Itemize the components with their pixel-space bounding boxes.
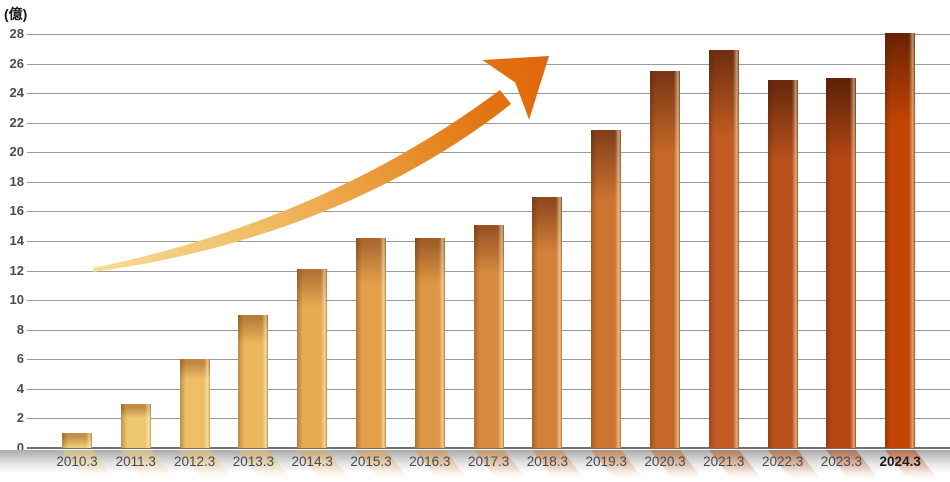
y-tick-label-8: 8 — [16, 321, 24, 337]
bar-2017.3 — [473, 225, 504, 448]
y-tick-label-26: 26 — [9, 55, 24, 71]
gridline-y28 — [27, 34, 950, 35]
bar-2014.3 — [297, 269, 328, 448]
x-tick-label-2014.3: 2014.3 — [291, 454, 333, 469]
x-tick-label-2015.3: 2015.3 — [350, 454, 392, 469]
bar-2011.3 — [120, 404, 151, 448]
bar-2012.3 — [179, 359, 210, 448]
x-tick-label-2010.3: 2010.3 — [56, 454, 98, 469]
y-tick-label-24: 24 — [9, 85, 24, 101]
y-tick-label-10: 10 — [9, 292, 24, 308]
x-tick-label-2020.3: 2020.3 — [644, 454, 686, 469]
gridline-y18 — [27, 181, 950, 183]
gridline-y0 — [27, 447, 950, 449]
x-tick-label-2021.3: 2021.3 — [703, 454, 745, 469]
arrow-head — [482, 56, 549, 120]
y-tick-label-28: 28 — [9, 26, 24, 41]
x-tick-label-2018.3: 2018.3 — [526, 454, 569, 469]
bar-2010.3 — [62, 433, 92, 448]
gridline-y20 — [27, 152, 950, 154]
y-tick-label-16: 16 — [9, 203, 24, 219]
x-tick-label-2023.3: 2023.3 — [820, 454, 863, 469]
x-tick-label-2022.3: 2022.3 — [761, 454, 804, 469]
x-tick-label-2011.3: 2011.3 — [115, 454, 156, 469]
x-tick-label-2012.3: 2012.3 — [173, 454, 216, 469]
bar-2021.3 — [708, 50, 739, 448]
bar-2020.3 — [650, 71, 680, 448]
y-tick-label-4: 4 — [16, 380, 24, 396]
bar-2013.3 — [238, 315, 269, 448]
y-tick-label-2: 2 — [16, 410, 24, 426]
y-tick-label-22: 22 — [9, 114, 24, 130]
gridline-y22 — [27, 122, 950, 124]
bar-2019.3 — [591, 130, 622, 448]
bar-2015.3 — [356, 238, 386, 448]
x-tick-label-2013.3: 2013.3 — [232, 454, 275, 469]
y-tick-label-12: 12 — [9, 262, 24, 278]
gridline-y16 — [27, 211, 950, 213]
y-tick-label-20: 20 — [9, 144, 24, 160]
x-tick-label-2024.3: 2024.3 — [879, 454, 921, 469]
x-tick-label-2016.3: 2016.3 — [409, 454, 451, 469]
gridline-y26 — [27, 63, 950, 65]
y-tick-label-18: 18 — [9, 173, 24, 189]
gridline-y24 — [27, 93, 950, 95]
x-tick-label-2017.3: 2017.3 — [467, 454, 510, 469]
y-tick-label-6: 6 — [16, 351, 24, 367]
bar-2016.3 — [414, 238, 445, 448]
bar-2022.3 — [767, 80, 798, 448]
x-tick-label-2019.3: 2019.3 — [585, 454, 627, 469]
y-tick-label-14: 14 — [9, 233, 24, 248]
bar-2018.3 — [532, 197, 563, 448]
y-axis-unit-label: (億) — [4, 6, 28, 22]
bar-2024.3 — [885, 33, 916, 448]
y-tick-label-0: 0 — [16, 440, 24, 455]
bar-2023.3 — [826, 78, 857, 448]
